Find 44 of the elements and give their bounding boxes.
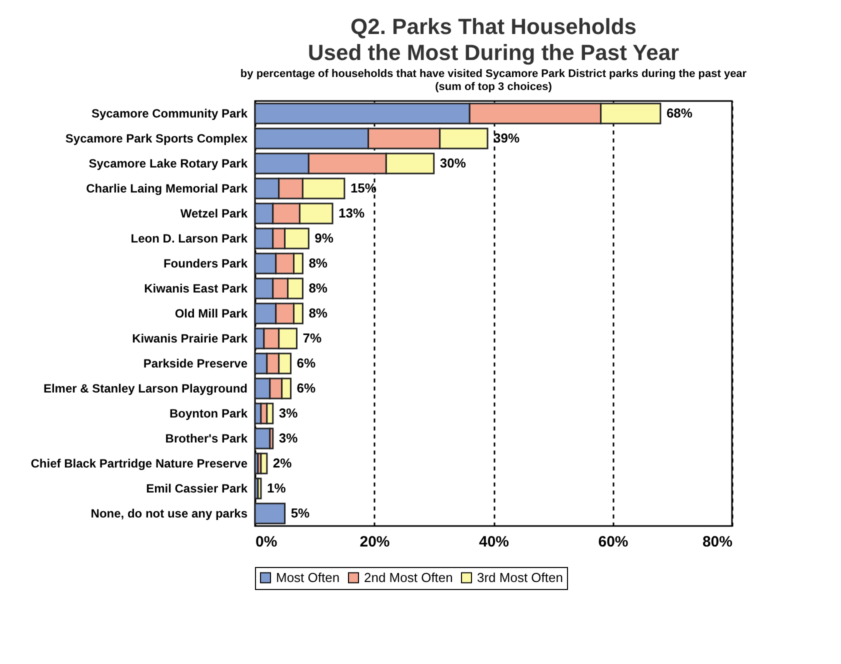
y-tick-label: Charlie Laing Memorial Park bbox=[86, 182, 248, 196]
total-label: 30% bbox=[440, 156, 466, 170]
x-tick-label: 0% bbox=[256, 534, 278, 550]
chart-title: Q2. Parks That Households Used the Most During the Past Year bbox=[308, 14, 680, 65]
total-label: 68% bbox=[666, 106, 693, 120]
y-tick-label: Sycamore Community Park bbox=[91, 106, 248, 120]
total-label: 9% bbox=[314, 230, 334, 246]
y-tick-label: Sycamore Park Sports Complex bbox=[65, 132, 248, 146]
y-tick-label: Boynton Park bbox=[169, 406, 248, 420]
total-label: 5% bbox=[290, 506, 310, 520]
chart-subtitle: by percentage of households that have visited Sycamore Park District parks during the past year (sum of top 3 choices) bbox=[240, 68, 748, 93]
total-label: 15% bbox=[350, 180, 377, 196]
total-label: 8% bbox=[308, 306, 328, 320]
total-label: 6% bbox=[296, 356, 316, 370]
total-label: 7% bbox=[302, 330, 322, 346]
total-label: 8% bbox=[308, 256, 328, 270]
total-label: 6% bbox=[296, 380, 316, 396]
y-tick-label: Wetzel Park bbox=[180, 206, 248, 220]
y-tick-label: Founders Park bbox=[163, 256, 248, 270]
legend-label: 3rd Most Often bbox=[477, 570, 563, 585]
y-tick-label: Parkside Preserve bbox=[143, 356, 248, 370]
y-tick-label: Chief Black Partridge Nature Preserve bbox=[30, 456, 248, 470]
y-tick-label: Kiwanis Prairie Park bbox=[132, 332, 248, 346]
y-tick-label: Elmer & Stanley Larson Playground bbox=[43, 382, 248, 396]
total-label: 1% bbox=[266, 480, 286, 496]
legend-label: Most Often bbox=[276, 570, 340, 585]
total-label: 8% bbox=[308, 280, 328, 296]
legend-label: 2nd Most Often bbox=[364, 570, 453, 585]
y-tick-label: Leon D. Larson Park bbox=[130, 232, 248, 246]
x-tick-label: 20% bbox=[360, 534, 390, 550]
x-tick-label: 80% bbox=[702, 534, 732, 550]
total-label: 3% bbox=[278, 406, 298, 420]
y-tick-label: Sycamore Lake Rotary Park bbox=[88, 156, 248, 170]
x-tick-label: 40% bbox=[478, 534, 510, 550]
y-tick-label: Brother's Park bbox=[165, 432, 248, 446]
y-tick-label: None, do not use any parks bbox=[90, 506, 248, 520]
y-tick-label: Old Mill Park bbox=[174, 306, 248, 320]
y-tick-label: Emil Cassier Park bbox=[146, 482, 248, 496]
y-tick-label: Kiwanis East Park bbox=[144, 282, 248, 296]
total-label: 39% bbox=[494, 130, 520, 146]
total-label: 2% bbox=[272, 456, 292, 470]
total-label: 13% bbox=[338, 206, 365, 220]
total-label: 3% bbox=[278, 430, 298, 446]
x-tick-label: 60% bbox=[598, 534, 628, 550]
